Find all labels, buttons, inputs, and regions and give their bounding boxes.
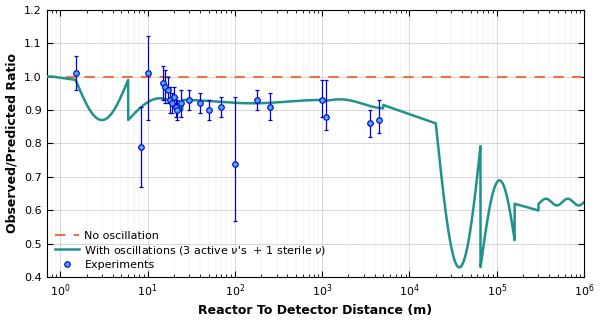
Experiments — [72, 71, 79, 75]
Experiments — [376, 118, 383, 122]
With oscillations (3 active $\nu$'s  + 1 sterile $\nu$) — [470, 203, 478, 206]
Line: With oscillations (3 active $\nu$'s  + 1 sterile $\nu$): With oscillations (3 active $\nu$'s + 1 … — [47, 77, 584, 267]
Experiments — [185, 98, 193, 102]
With oscillations (3 active $\nu$'s  + 1 sterile $\nu$) — [43, 75, 50, 78]
Experiments — [138, 145, 145, 149]
Y-axis label: Observed/Predicted Ratio: Observed/Predicted Ratio — [5, 54, 19, 234]
Experiments — [254, 98, 261, 102]
Experiments — [322, 115, 329, 119]
Experiments — [170, 95, 178, 99]
Experiments — [266, 105, 273, 109]
No oscillation — [56, 75, 64, 78]
Experiments — [166, 98, 173, 102]
Experiments — [197, 101, 204, 105]
Experiments — [218, 105, 225, 109]
Experiments — [162, 85, 169, 89]
Experiments — [168, 101, 175, 105]
Experiments — [231, 162, 238, 165]
Experiments — [177, 101, 184, 105]
Experiments — [366, 121, 373, 125]
With oscillations (3 active $\nu$'s  + 1 sterile $\nu$) — [361, 102, 368, 106]
Experiments — [160, 81, 167, 85]
Legend: No oscillation, With oscillations (3 active $\nu$'s  + 1 sterile $\nu$), Experim: No oscillation, With oscillations (3 act… — [52, 229, 329, 272]
Experiments — [144, 71, 151, 75]
With oscillations (3 active $\nu$'s  + 1 sterile $\nu$) — [385, 105, 392, 109]
Line: Experiments: Experiments — [73, 70, 382, 166]
Experiments — [205, 108, 212, 112]
Experiments — [164, 88, 171, 92]
Experiments — [319, 98, 326, 102]
With oscillations (3 active $\nu$'s  + 1 sterile $\nu$) — [455, 266, 463, 269]
With oscillations (3 active $\nu$'s  + 1 sterile $\nu$) — [442, 205, 449, 209]
With oscillations (3 active $\nu$'s  + 1 sterile $\nu$) — [581, 200, 588, 204]
Experiments — [172, 105, 179, 109]
X-axis label: Reactor To Detector Distance (m): Reactor To Detector Distance (m) — [199, 305, 433, 318]
With oscillations (3 active $\nu$'s  + 1 sterile $\nu$) — [238, 101, 245, 105]
Experiments — [174, 108, 181, 112]
With oscillations (3 active $\nu$'s  + 1 sterile $\nu$) — [70, 78, 77, 81]
